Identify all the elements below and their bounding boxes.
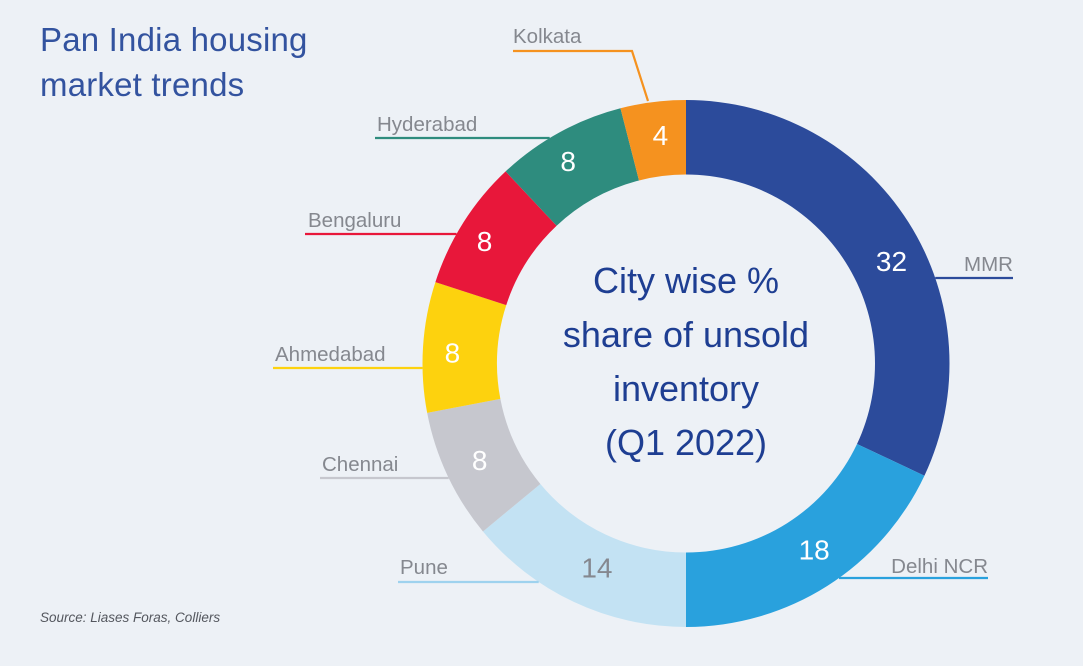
source-note: Source: Liases Foras, Colliers bbox=[40, 610, 221, 625]
segment-delhi-ncr bbox=[686, 443, 925, 627]
value-label-hyderabad: 8 bbox=[560, 146, 576, 177]
value-label-ahmedabad: 8 bbox=[445, 338, 461, 369]
city-label-chennai: Chennai bbox=[322, 453, 398, 476]
city-label-hyderabad: Hyderabad bbox=[377, 113, 477, 136]
value-label-chennai: 8 bbox=[472, 445, 488, 476]
city-label-delhi-ncr: Delhi NCR bbox=[891, 555, 988, 578]
segment-pune bbox=[482, 483, 686, 627]
segment-hyderabad bbox=[505, 108, 639, 226]
value-label-pune: 14 bbox=[581, 552, 612, 583]
segment-mmr bbox=[686, 100, 950, 476]
segment-chennai bbox=[427, 398, 541, 532]
city-label-mmr: MMR bbox=[964, 253, 1013, 276]
segment-bengaluru bbox=[435, 171, 557, 306]
city-label-bengaluru: Bengaluru bbox=[308, 209, 401, 232]
donut-center-label: City wise % share of unsold inventory (Q… bbox=[562, 260, 810, 463]
value-label-bengaluru: 8 bbox=[477, 226, 493, 257]
segment-kolkata bbox=[620, 100, 686, 181]
leader-line-kolkata bbox=[513, 49, 650, 102]
value-label-mmr: 32 bbox=[876, 246, 907, 277]
chart-title: Pan India housing market trends bbox=[40, 21, 308, 103]
segment-ahmedabad bbox=[422, 282, 507, 413]
value-label-kolkata: 4 bbox=[653, 120, 669, 151]
value-label-delhi-ncr: 18 bbox=[799, 535, 830, 566]
city-label-pune: Pune bbox=[400, 556, 448, 579]
city-label-kolkata: Kolkata bbox=[513, 25, 582, 48]
city-label-ahmedabad: Ahmedabad bbox=[275, 343, 386, 366]
